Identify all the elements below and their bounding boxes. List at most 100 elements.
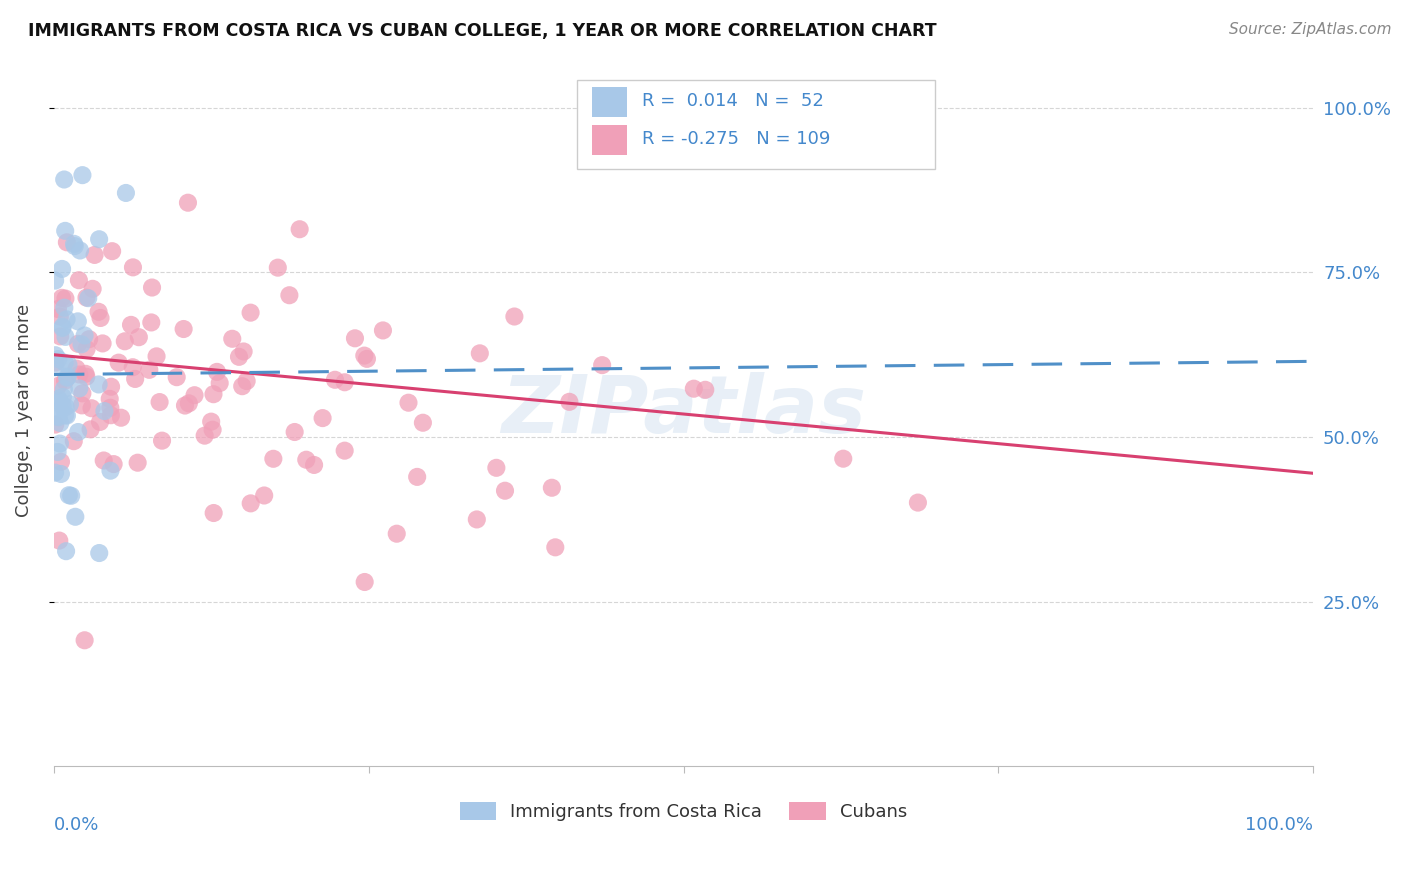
Point: [55, 292, 77, 306]
Point: [114, 334, 136, 349]
Point: [100, 380, 122, 394]
Point: [262, 451, 284, 466]
Point: [200, 415, 222, 429]
Point: [311, 411, 333, 425]
Text: ZIPatlas: ZIPatlas: [501, 372, 866, 450]
Point: [46, 445, 69, 459]
FancyBboxPatch shape: [576, 80, 935, 169]
Point: [323, 373, 346, 387]
Point: [52, 382, 75, 396]
Point: [591, 358, 613, 372]
Point: [82, 282, 104, 296]
Point: [65, 361, 87, 376]
Point: [67, 381, 90, 395]
Point: [100, 408, 122, 422]
Point: [173, 322, 195, 336]
Point: [48, 533, 70, 548]
Point: [122, 260, 145, 275]
Point: [51, 261, 73, 276]
Point: [76, 342, 98, 356]
Point: [682, 382, 704, 396]
Text: R = -0.275   N = 109: R = -0.275 N = 109: [643, 130, 831, 148]
Point: [76, 291, 98, 305]
Point: [284, 425, 307, 439]
Point: [278, 288, 301, 302]
Point: [52, 319, 75, 334]
Point: [228, 350, 250, 364]
Point: [177, 396, 200, 410]
Point: [183, 388, 205, 402]
Point: [202, 387, 225, 401]
Point: [55, 330, 77, 344]
Point: [544, 541, 567, 555]
Point: [174, 399, 197, 413]
Point: [333, 376, 356, 390]
Point: [53, 356, 76, 370]
Point: [468, 346, 491, 360]
Point: [62, 434, 84, 449]
Text: Source: ZipAtlas.com: Source: ZipAtlas.com: [1229, 22, 1392, 37]
Point: [67, 273, 90, 287]
Point: [221, 332, 243, 346]
Point: [51, 291, 73, 305]
Point: [56, 235, 79, 250]
Point: [66, 314, 89, 328]
Point: [46, 379, 69, 393]
Point: [75, 367, 97, 381]
Point: [98, 392, 121, 406]
Point: [124, 372, 146, 386]
Point: [53, 374, 76, 388]
Point: [44, 360, 66, 375]
Point: [52, 399, 75, 413]
Point: [80, 401, 103, 416]
Point: [75, 369, 97, 384]
Point: [253, 488, 276, 502]
Text: 0.0%: 0.0%: [53, 816, 100, 834]
Point: [89, 415, 111, 429]
Point: [72, 168, 94, 182]
Point: [832, 451, 855, 466]
Point: [101, 244, 124, 259]
Point: [98, 401, 121, 415]
Point: [53, 224, 76, 238]
Point: [63, 236, 86, 251]
Point: [398, 395, 420, 409]
Point: [44, 348, 66, 362]
Point: [239, 496, 262, 510]
Point: [93, 453, 115, 467]
Point: [58, 358, 80, 372]
Point: [90, 310, 112, 325]
Y-axis label: College, 1 year or more: College, 1 year or more: [15, 304, 32, 517]
Point: [55, 400, 77, 414]
Legend: Immigrants from Costa Rica, Cubans: Immigrants from Costa Rica, Cubans: [453, 795, 914, 829]
Point: [49, 329, 72, 343]
Point: [267, 260, 290, 275]
Point: [48, 394, 70, 409]
Point: [205, 365, 228, 379]
Point: [141, 280, 163, 294]
Point: [149, 395, 172, 409]
Text: R =  0.014   N =  52: R = 0.014 N = 52: [643, 93, 824, 111]
Point: [115, 186, 138, 200]
Text: 100.0%: 100.0%: [1246, 816, 1313, 834]
Point: [79, 422, 101, 436]
Point: [67, 368, 90, 382]
Point: [239, 306, 262, 320]
Point: [385, 526, 408, 541]
Point: [67, 425, 90, 439]
Point: [44, 274, 66, 288]
Point: [55, 544, 77, 558]
Point: [343, 331, 366, 345]
Point: [194, 428, 217, 442]
Point: [558, 394, 581, 409]
Point: [45, 409, 67, 424]
Point: [353, 349, 375, 363]
Point: [120, 318, 142, 332]
Point: [100, 464, 122, 478]
Point: [465, 512, 488, 526]
Point: [49, 416, 72, 430]
Point: [73, 328, 96, 343]
Point: [288, 222, 311, 236]
Bar: [592, 125, 627, 154]
Point: [353, 574, 375, 589]
